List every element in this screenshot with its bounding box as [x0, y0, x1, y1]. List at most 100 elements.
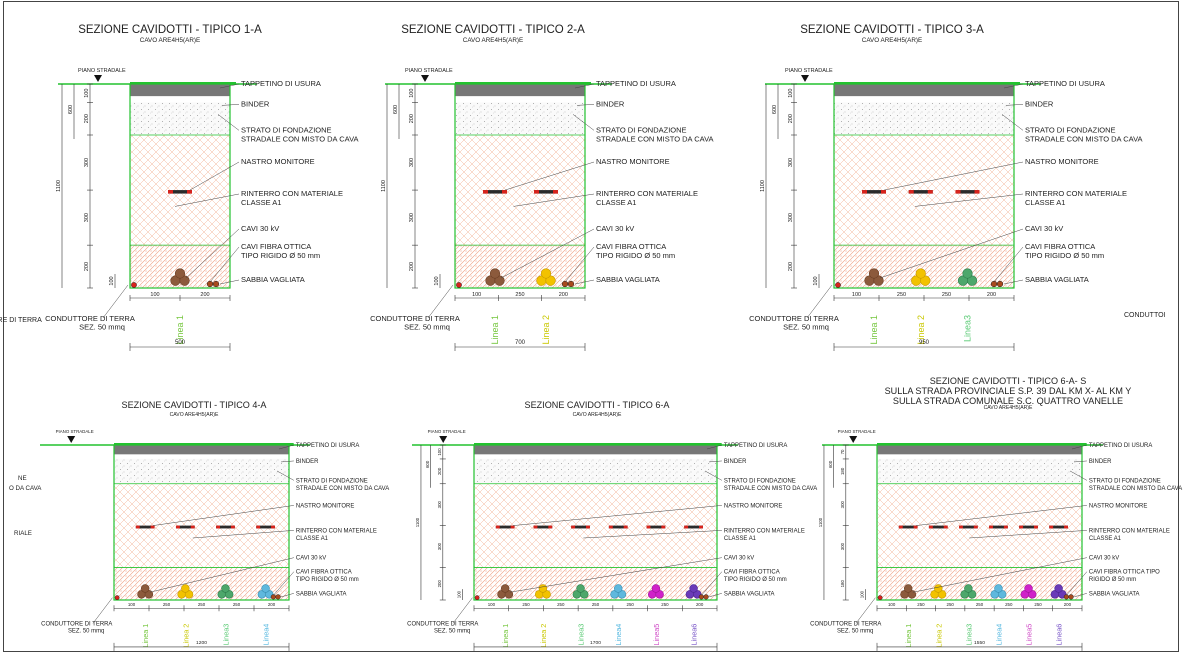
width-dimension-value: 1200	[196, 640, 207, 646]
callout-label: SABBIA VAGLIATA	[241, 275, 305, 284]
callout-label: CAVI 30 kV	[596, 224, 634, 233]
cable-core	[1054, 584, 1063, 593]
cable-core	[689, 584, 698, 593]
nastro-monitore-tape-red	[913, 525, 918, 529]
line-label-6: Linea6	[690, 624, 699, 646]
depth-total-value: 1100	[760, 180, 766, 192]
cable-core	[1024, 584, 1033, 593]
conduttore-sez-label: SEZ. 50 mmq	[404, 323, 450, 332]
callout-label: BINDER	[1089, 459, 1112, 465]
nastro-monitore-tape-red	[533, 525, 538, 529]
callout-label: BINDER	[1025, 99, 1054, 108]
cable-trefoil-2	[534, 584, 551, 599]
cable-core	[494, 275, 505, 286]
callout-leader	[704, 470, 723, 481]
cable-core	[915, 268, 926, 279]
conduttore-leader	[92, 597, 113, 624]
callout-leader	[149, 557, 294, 593]
spacing-value: 250	[976, 602, 984, 607]
spacing-value: 100	[852, 292, 861, 298]
cable-core	[538, 584, 548, 593]
callout-leader	[500, 228, 595, 279]
callout-label: TIPO RIGIDO Ø 50 mm	[724, 577, 787, 583]
callout-label: STRADALE CON MISTO DA CAVA	[1089, 486, 1182, 492]
callout-leader	[1001, 114, 1024, 131]
spacing-value: 250	[947, 602, 955, 607]
depth-total-value: 1100	[818, 517, 823, 527]
nastro-monitore-tape	[684, 525, 703, 529]
spacing-value: 250	[233, 602, 241, 607]
cable-trefoil-3	[957, 268, 978, 286]
section-title-line3: SULLA STRADA COMUNALE S.C. QUATTRO VANEL…	[893, 396, 1123, 406]
fibra-ottica-duct	[703, 594, 709, 600]
cable-core	[903, 584, 913, 593]
callout-label: CAVI 30 kV	[1089, 556, 1119, 562]
spacing-value: 250	[198, 602, 206, 607]
callout-label: STRATO DI FONDAZIONE	[724, 478, 796, 484]
nastro-monitore-tape-red	[150, 525, 155, 529]
line-label-2: Linea 2	[539, 624, 548, 648]
callout-leader	[504, 161, 595, 191]
nastro-monitore-tape	[495, 525, 515, 529]
callout-leader	[152, 505, 294, 526]
spacing-value: 250	[942, 292, 951, 298]
trench-outline	[833, 83, 1015, 289]
depth-value: 300	[840, 500, 845, 508]
conduttore-terra	[835, 282, 841, 288]
nastro-monitore-tape-red	[271, 525, 275, 529]
callout-leader	[1074, 593, 1087, 598]
callout-leader	[189, 161, 240, 191]
nastro-monitore-tape-red	[1019, 525, 1024, 529]
nastro-monitore-tape-red	[908, 190, 914, 194]
nastro-monitore-tape	[1049, 525, 1068, 529]
depth-value: 200	[409, 114, 415, 123]
conduttore-terra	[131, 282, 137, 288]
callout-label: RINTERRO CON MATERIALE	[296, 528, 377, 534]
layer-sabbia	[474, 567, 717, 600]
callout-label: TIPO RIGIDO Ø 50 mm	[596, 251, 675, 260]
conduttore-terra	[877, 595, 883, 601]
callout-label: CAVI 30 kV	[724, 556, 754, 562]
conduttore-leader	[855, 597, 876, 624]
callout-label: STRADALE CON MISTO DA CAVA	[1025, 134, 1143, 143]
layer-fondazione	[455, 102, 585, 135]
conduttore-terra	[456, 282, 462, 288]
cable-trefoil-4	[990, 584, 1007, 599]
section-subtitle: CAVO ARE4H5(AR)E	[862, 37, 922, 44]
nastro-monitore-tape-red	[661, 525, 666, 529]
nastro-monitore-tape-red	[187, 190, 192, 194]
piano-stradale-triangle	[421, 75, 429, 82]
callout-leader	[993, 246, 1024, 283]
spacing-value: 100	[150, 292, 159, 298]
nastro-monitore-tape-red	[548, 525, 553, 529]
cable-trefoil-1	[497, 584, 514, 599]
cable-trefoil-6	[685, 584, 702, 599]
spacing-value: 100	[888, 602, 896, 607]
nastro-monitore-tape-red	[1003, 525, 1008, 529]
callout-leader	[219, 279, 240, 285]
cable-trefoil-1	[864, 268, 884, 286]
cable-core	[934, 584, 943, 593]
callout-label: STRADALE CON MISTO DA CAVA	[596, 134, 714, 143]
section-title-line2: SULLA STRADA PROVINCIALE S.P. 39 DAL KM …	[885, 386, 1132, 396]
callout-leader	[276, 470, 295, 481]
depth-600-value: 600	[828, 460, 833, 468]
cable-core	[140, 584, 150, 593]
spacing-value: 250	[592, 602, 600, 607]
callout-label: STRATO DI FONDAZIONE	[1025, 125, 1116, 134]
nastro-monitore-tape	[898, 525, 918, 529]
conduttore-leader	[452, 597, 473, 624]
callout-leader	[1005, 104, 1024, 106]
piano-stradale-label: PIANO STRADALE	[78, 68, 126, 74]
callout-label: TAPPETINO DI USURA	[296, 443, 359, 449]
callout-label: CAVI FIBRA OTTICA	[241, 242, 311, 251]
section-title: SEZIONE CAVIDOTTI - TIPICO 1-A	[78, 24, 262, 36]
depth-value: 70	[840, 449, 845, 454]
callout-label: TAPPETINO DI USURA	[1025, 79, 1105, 88]
callout-leader	[1069, 470, 1088, 481]
depth-value: 300	[409, 158, 415, 167]
depth-600-value: 600	[772, 105, 778, 114]
callout-label: CLASSE A1	[1089, 536, 1122, 542]
nastro-monitore-tape	[533, 525, 553, 529]
cut-conduttore-left: CONDUTTORE DI TERRA	[0, 317, 42, 324]
